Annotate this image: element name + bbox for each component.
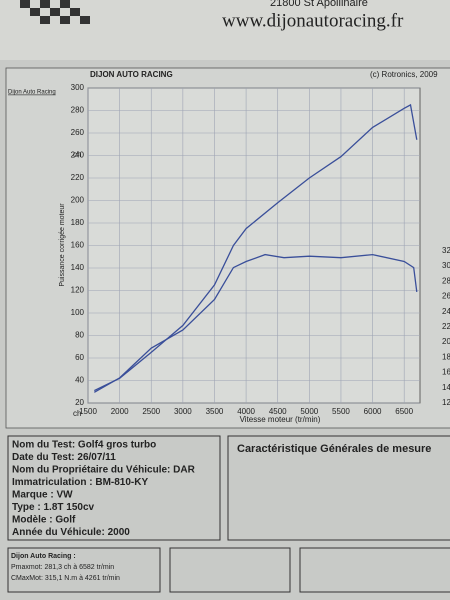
info-line: Immatriculation : BM-810-KY — [12, 477, 148, 488]
y2-tick-label: 260 — [442, 292, 450, 301]
empty-box — [169, 547, 291, 593]
info-line: Modèle : Golf — [12, 515, 76, 526]
y2-tick-label: 120 — [442, 398, 450, 407]
x-tick-label: 6000 — [364, 407, 382, 416]
y-tick-label: 280 — [71, 106, 85, 115]
info-line: Type : 1.8T 150cv — [12, 502, 95, 513]
y-unit: ch — [73, 150, 81, 159]
info-box — [7, 435, 221, 541]
y-tick-label: 120 — [71, 286, 85, 295]
chart-title: DIJON AUTO RACING — [90, 70, 173, 79]
info-line: Marque : VW — [12, 490, 73, 501]
x-tick-label: 6500 — [395, 407, 413, 416]
x-tick-label: 2500 — [142, 407, 160, 416]
y-unit: ch — [73, 409, 81, 418]
measure-title: Caractéristique Générales de mesure — [237, 443, 431, 455]
y-tick-label: 260 — [71, 128, 85, 137]
summary-line: CMaxMot: 315,1 N.m à 4261 tr/min — [11, 575, 120, 582]
empty-box — [299, 547, 450, 593]
plot: 20 40 60 80 100 120 140 160 180 200 220 240 260 280 30… — [71, 83, 450, 416]
y-tick-label: 200 — [71, 196, 85, 205]
x-tick-label: 5500 — [332, 407, 350, 416]
y2-tick-label: 240 — [442, 307, 450, 316]
website: www.dijonautoracing.fr — [222, 10, 404, 31]
y2-tick-label: 160 — [442, 368, 450, 377]
logo-text: Dijon Auto Racing — [8, 90, 56, 96]
x-tick-label: 3500 — [206, 407, 224, 416]
info-line: Date du Test: 26/07/11 — [12, 452, 116, 463]
info-line: Nom du Test: Golf4 gros turbo — [12, 440, 156, 451]
flag-logo — [20, 0, 90, 24]
y-tick-label: 80 — [75, 331, 84, 340]
info-line: Nom du Propriétaire du Véhicule: DAR — [12, 465, 196, 476]
x-axis-label: Vitesse moteur (tr/min) — [240, 415, 321, 424]
info-line: Année du Véhicule: 2000 — [12, 527, 130, 538]
y2-tick-label: 300 — [442, 261, 450, 270]
x-tick-label: 4500 — [269, 407, 287, 416]
y-tick-label: 20 — [75, 398, 84, 407]
summary-lines: Dijon Auto Racing : Pmaxmot: 281,3 ch à 6… — [11, 553, 120, 582]
y-tick-label: 220 — [71, 173, 85, 182]
summary-line: Pmaxmot: 281,3 ch à 6582 tr/min — [11, 564, 114, 571]
summary-line: Dijon Auto Racing : — [11, 553, 76, 560]
y2-tick-label: 280 — [442, 276, 450, 285]
y-tick-label: 40 — [75, 376, 84, 385]
y-tick-label: 180 — [71, 218, 85, 227]
y-tick-label: 100 — [71, 308, 85, 317]
copyright: (c) Rotronics, 2009 — [370, 70, 438, 79]
y-tick-label: 160 — [71, 241, 85, 250]
x-tick-label: 3000 — [174, 407, 192, 416]
y2-tick-label: 320 — [442, 246, 450, 255]
summary-box — [7, 547, 161, 593]
x-tick-label: 1500 — [79, 407, 97, 416]
x-tick-label: 4000 — [237, 407, 255, 416]
y-tick-label: 140 — [71, 263, 85, 272]
measure-box — [227, 435, 450, 541]
y-tick-label: 60 — [75, 353, 84, 362]
y-axis-label: Puissance corrigée moteur — [59, 203, 66, 287]
y-tick-label: 240 — [71, 151, 85, 160]
y2-tick-label: 220 — [442, 322, 450, 331]
y2-tick-label: 180 — [442, 352, 450, 361]
curve — [94, 103, 418, 392]
address: 21800 St Apollinaire — [270, 0, 368, 9]
y-tick-label: 300 — [71, 83, 85, 92]
x-tick-label: 2000 — [111, 407, 129, 416]
y2-tick-label: 140 — [442, 383, 450, 392]
curve — [93, 253, 418, 393]
y2-tick-label: 200 — [442, 337, 450, 346]
x-tick-label: 5000 — [300, 407, 318, 416]
